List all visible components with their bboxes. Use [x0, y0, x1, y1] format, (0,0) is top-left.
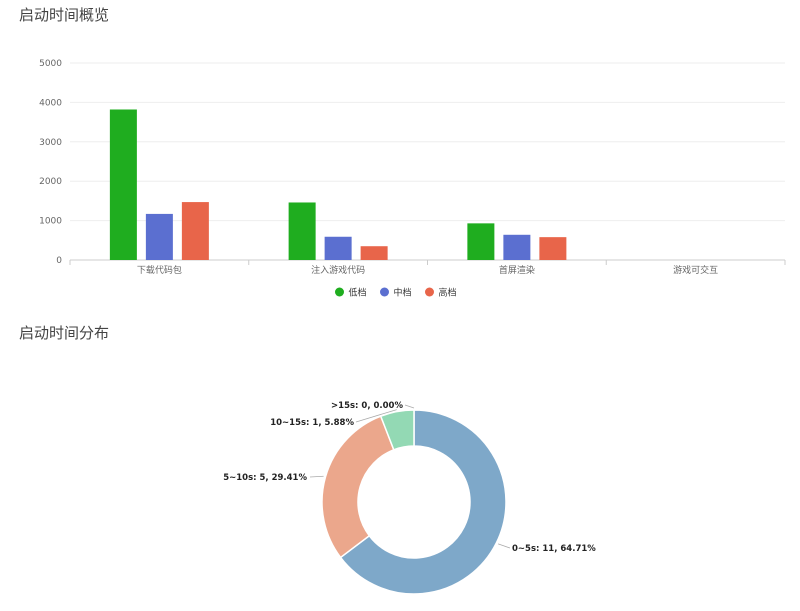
bar[interactable]: [467, 223, 495, 260]
slice-label: 0~5s: 11, 64.71%: [512, 544, 596, 554]
slice-leader-line: [309, 475, 324, 478]
legend-marker[interactable]: [335, 287, 344, 297]
slice-leader-line: [355, 409, 397, 423]
legend-label[interactable]: 高档: [439, 287, 457, 299]
y-tick-label: 3000: [39, 138, 62, 148]
legend-label[interactable]: 低档: [349, 287, 367, 299]
bar[interactable]: [539, 237, 567, 260]
slice-label: 5~10s: 5, 29.41%: [223, 473, 307, 483]
x-tick-label: 首屏渲染: [499, 264, 535, 276]
x-tick-label: 下载代码包: [137, 264, 182, 276]
y-tick-label: 2000: [39, 177, 62, 187]
slice-label: 10~15s: 1, 5.88%: [270, 418, 354, 428]
donut-slice[interactable]: [321, 415, 395, 559]
y-tick-label: 5000: [39, 59, 62, 69]
slice-label: >15s: 0, 0.00%: [331, 401, 403, 411]
bar[interactable]: [360, 246, 388, 260]
y-tick-label: 1000: [39, 217, 62, 227]
bar[interactable]: [503, 234, 531, 260]
donut-slice[interactable]: [339, 409, 507, 595]
y-tick-label: 0: [56, 256, 62, 266]
legend-marker[interactable]: [380, 287, 389, 297]
bar[interactable]: [324, 236, 352, 260]
distribution-title: 启动时间分布: [19, 324, 110, 342]
bar[interactable]: [288, 202, 316, 260]
legend-label[interactable]: 中档: [394, 287, 412, 299]
slice-leader-line: [498, 543, 511, 549]
bar[interactable]: [181, 202, 209, 260]
x-tick-label: 游戏可交互: [673, 264, 718, 276]
bar[interactable]: [109, 109, 137, 260]
y-tick-label: 4000: [39, 98, 62, 108]
startup-time-bar-chart: 0 1000 2000 3000 4000 5000 下载代码包 注入游戏代码 首屏渲染 游戏可交…: [39, 59, 786, 299]
x-tick-label: 注入游戏代码: [311, 264, 365, 276]
donut-slice[interactable]: [379, 409, 415, 451]
slice-leader-line: [404, 404, 415, 409]
legend-marker[interactable]: [425, 287, 434, 297]
bar[interactable]: [145, 213, 173, 260]
overview-title: 启动时间概览: [19, 6, 110, 24]
